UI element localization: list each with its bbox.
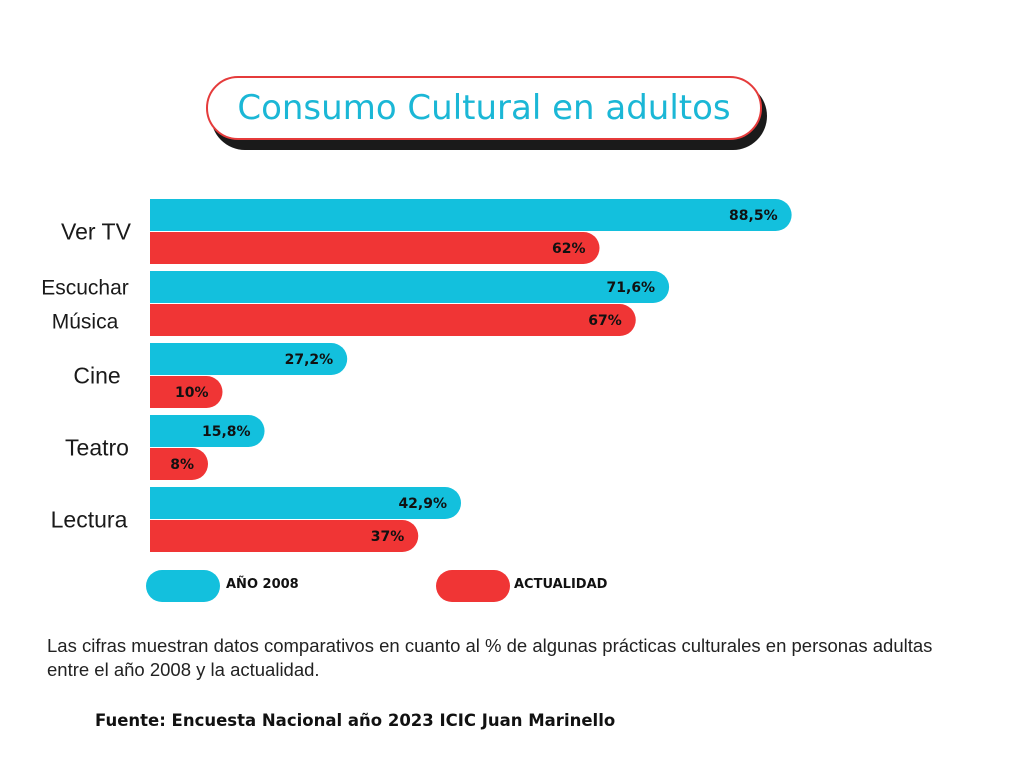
bar-actualidad-3: [150, 448, 208, 480]
data-label-2008-3: 15,8%: [202, 424, 251, 440]
bar-2008-1: [150, 271, 670, 303]
chart-title: Consumo Cultural en adultos: [237, 88, 731, 128]
data-label-actualidad-3: 8%: [170, 457, 194, 473]
data-label-2008-2: 27,2%: [285, 352, 334, 368]
bar-2008-3: [150, 415, 265, 447]
category-label-1-1: Música: [52, 311, 119, 334]
category-label-2-0: Cine: [73, 363, 120, 389]
title-box: Consumo Cultural en adultos: [206, 76, 762, 140]
data-label-actualidad-2: 10%: [175, 385, 209, 401]
bar-chart: 88,5% 62% Ver TV 71,6% 67% Escuchar Música 27,2…: [41, 199, 792, 552]
bar-2008-0: [150, 199, 792, 231]
category-label-1-0: Escuchar: [41, 277, 129, 300]
data-label-2008-1: 71,6%: [607, 280, 656, 296]
data-label-actualidad-0: 62%: [552, 241, 586, 257]
data-label-actualidad-1: 67%: [588, 313, 622, 329]
bar-2008-4: [150, 487, 462, 519]
data-label-2008-0: 88,5%: [729, 208, 778, 224]
bar-actualidad-0: [150, 232, 600, 264]
bar-actualidad-1: [150, 304, 636, 336]
legend-label-actualidad: ACTUALIDAD: [514, 577, 608, 592]
bar-2008-2: [150, 343, 348, 375]
category-label-4-0: Lectura: [51, 507, 128, 533]
data-label-2008-4: 42,9%: [398, 496, 447, 512]
data-label-actualidad-4: 37%: [371, 529, 405, 545]
description-text: Las cifras muestran datos comparativos e…: [47, 635, 933, 680]
category-label-3-0: Teatro: [65, 435, 129, 461]
legend-swatch-2008: [146, 570, 220, 602]
bar-actualidad-2: [150, 376, 223, 408]
legend-swatch-actualidad: [436, 570, 510, 602]
bar-actualidad-4: [150, 520, 419, 552]
source-text: Fuente: Encuesta Nacional año 2023 ICIC …: [95, 711, 616, 730]
legend-label-2008: AÑO 2008: [226, 577, 299, 592]
category-label-0-0: Ver TV: [61, 219, 132, 245]
